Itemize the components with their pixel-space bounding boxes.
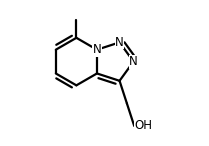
Text: N: N	[115, 36, 124, 49]
Text: N: N	[129, 55, 138, 68]
Text: N: N	[93, 43, 101, 56]
Text: OH: OH	[134, 119, 152, 132]
